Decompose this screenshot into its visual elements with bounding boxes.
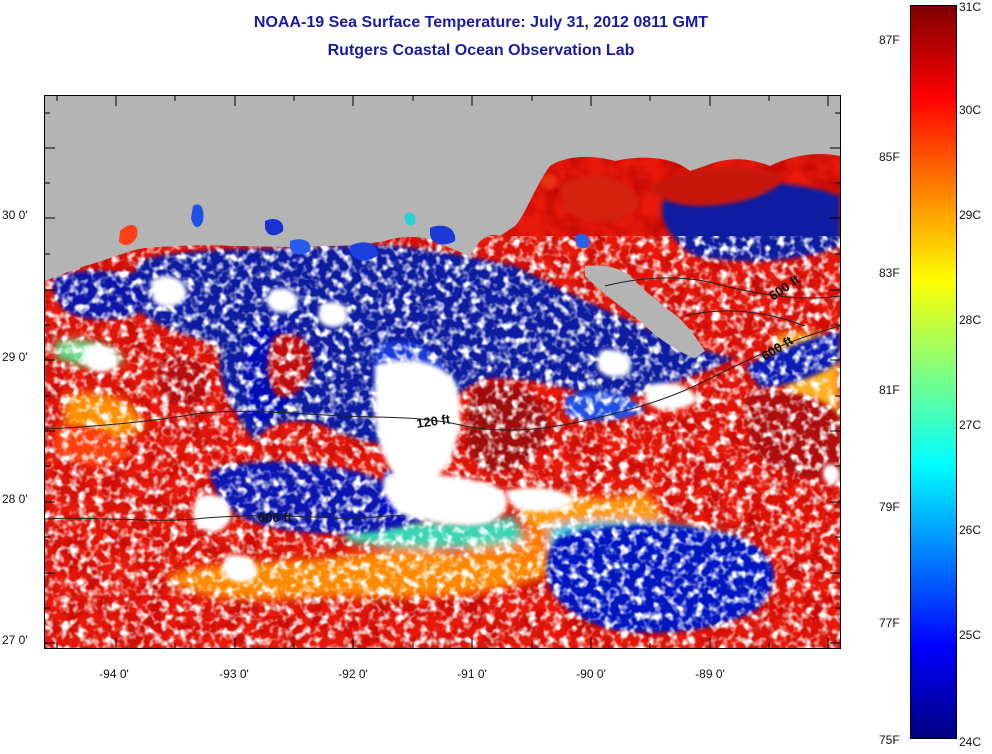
cb-label-77f: 77F <box>879 616 900 630</box>
cb-label-81f: 81F <box>879 383 900 397</box>
lat-label-29: 29 0' <box>2 350 28 364</box>
cb-label-87f: 87F <box>879 33 900 47</box>
cb-label-30c: 30C <box>959 103 982 117</box>
coastal-islands <box>119 204 590 261</box>
lon-label-92: -92 0' <box>338 667 368 681</box>
cb-label-29c: 29C <box>959 208 982 222</box>
lat-label-28: 28 0' <box>2 492 28 506</box>
lon-label-93: -93 0' <box>219 667 249 681</box>
cb-label-79f: 79F <box>879 500 900 514</box>
contour-label-600ft-south: 600 ft <box>258 510 293 525</box>
cb-label-27c: 27C <box>959 418 982 432</box>
cb-label-75f: 75F <box>879 733 900 747</box>
map-title: NOAA-19 Sea Surface Temperature: July 31… <box>253 14 709 31</box>
map-subtitle: Rutgers Coastal Ocean Observation Lab <box>327 42 635 59</box>
lat-label-27: 27 0' <box>2 633 28 647</box>
sst-map: 120 ft 600 ft 600 ft 600 ft <box>44 95 841 649</box>
contour-label-120ft: 120 ft <box>415 411 451 431</box>
cloud-speckle <box>45 236 840 648</box>
lon-label-94: -94 0' <box>99 667 129 681</box>
cb-label-26c: 26C <box>959 523 982 537</box>
cb-label-31c: 31C <box>959 0 982 14</box>
lon-label-90: -90 0' <box>576 667 606 681</box>
cb-label-25c: 25C <box>959 628 982 642</box>
axis-ticks <box>45 96 840 648</box>
temperature-colorbar <box>910 5 957 739</box>
lon-label-89: -89 0' <box>695 667 725 681</box>
cb-label-85f: 85F <box>879 150 900 164</box>
lat-label-30: 30 0' <box>2 208 28 222</box>
cb-label-83f: 83F <box>879 266 900 280</box>
depth-contours <box>45 277 840 521</box>
lon-label-91: -91 0' <box>457 667 487 681</box>
cb-label-24c: 24C <box>959 735 982 749</box>
cb-label-28c: 28C <box>959 313 982 327</box>
